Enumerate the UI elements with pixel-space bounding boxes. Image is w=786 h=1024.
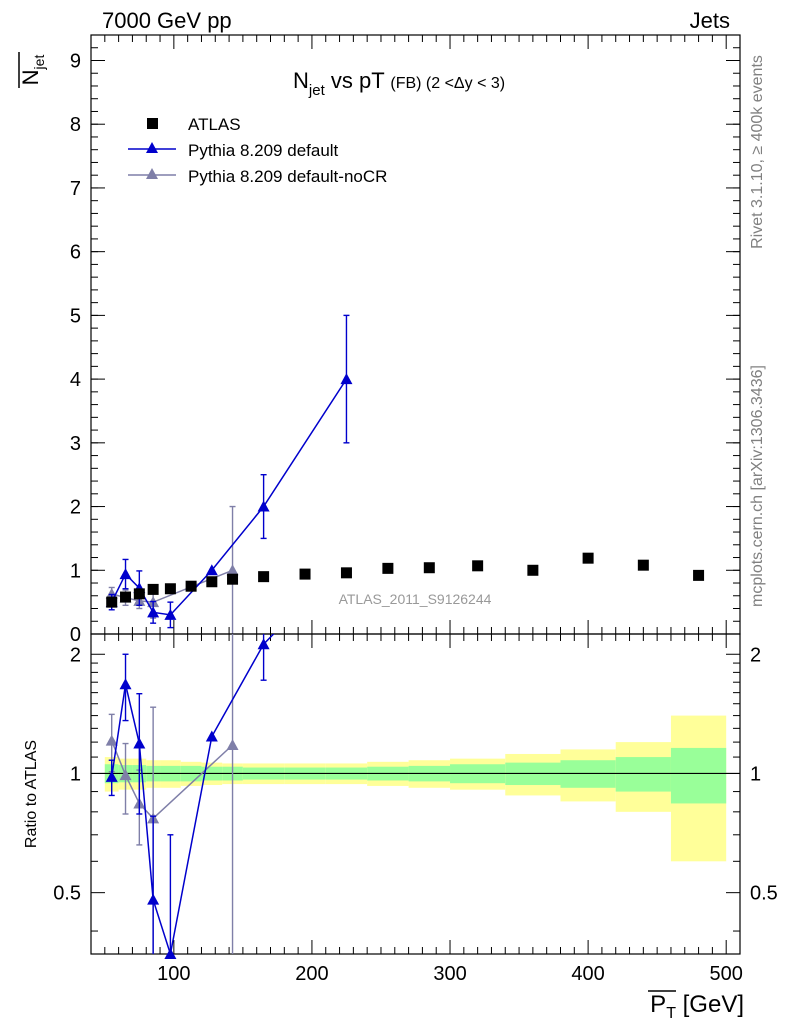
x-axis-label: PT [GeV] (648, 990, 744, 1022)
atlas-point (299, 568, 311, 580)
ratio-point (119, 769, 132, 781)
main-point (119, 568, 132, 580)
atlas-point (340, 567, 352, 579)
atlas-point (637, 559, 649, 571)
main-ytick-label: 4 (70, 369, 81, 391)
analysis-watermark: ATLAS_2011_S9126244 (339, 591, 492, 607)
ratio-point (164, 948, 177, 959)
legend-item-nocr: Pythia 8.209 default-noCR (128, 167, 387, 186)
rivet-version-text: Rivet 3.1.10, ≥ 400k events (749, 55, 766, 249)
main-ytick-label: 1 (70, 560, 81, 582)
header-left: 7000 GeV pp (102, 8, 232, 33)
legend: ATLAS Pythia 8.209 default Pythia 8.209 … (128, 115, 387, 186)
main-ytick-label: 9 (70, 50, 81, 72)
legend-item-default: Pythia 8.209 default (128, 141, 339, 160)
ratio-panel-frame (90, 633, 741, 955)
main-point (340, 373, 353, 385)
main-series-layer (105, 314, 705, 634)
ratio-axes: 0.5 0.5 1 1 2 2 100 200 300 400 500 (53, 634, 778, 985)
atlas-point (164, 583, 176, 595)
ratio-ytick-label: 0.5 (53, 883, 81, 905)
atlas-point (185, 580, 197, 592)
ratio-xtick-label: 300 (433, 963, 466, 985)
main-ytick-label: 6 (70, 242, 81, 264)
main-y-axis: 0 1 2 3 4 5 6 7 8 9 (70, 34, 740, 646)
ratio-xtick-label: 200 (295, 963, 328, 985)
main-point (205, 564, 218, 576)
atlas-point (693, 569, 705, 581)
main-point (164, 608, 177, 620)
legend-label-atlas: ATLAS (188, 115, 241, 134)
ratio-point (226, 738, 239, 750)
ratio-xtick-label: 100 (157, 963, 190, 985)
main-point (257, 500, 270, 512)
ratio-point (105, 734, 118, 746)
ratio-series-default (105, 634, 275, 959)
main-ytick-label: 3 (70, 433, 81, 455)
main-title: Njet vs pT (FB) (2 <Δy < 3) (293, 68, 505, 99)
svg-text:PT [GeV]: PT [GeV] (650, 991, 744, 1022)
ratio-point (105, 770, 118, 782)
atlas-point (227, 573, 239, 585)
ratio-ytick-label-right: 1 (750, 763, 761, 785)
main-point (147, 606, 160, 618)
atlas-point (582, 552, 594, 564)
atlas-point (106, 596, 118, 608)
ratio-point (257, 638, 270, 650)
ratio-band-inner (615, 757, 671, 792)
header-right: Jets (690, 8, 730, 33)
main-ytick-label: 8 (70, 114, 81, 136)
atlas-point (258, 571, 270, 583)
ratio-xtick-label: 500 (710, 963, 743, 985)
atlas-point (472, 560, 484, 572)
ratio-band-inner (670, 747, 727, 804)
atlas-point (382, 562, 394, 574)
atlas-point (527, 564, 539, 576)
ratio-series-layer (105, 634, 275, 959)
ratio-ytick-label-right: 0.5 (750, 883, 778, 905)
atlas-point (147, 583, 159, 595)
ratio-ytick-label: 1 (70, 763, 81, 785)
ratio-point (205, 730, 218, 742)
main-ytick-label: 2 (70, 497, 81, 519)
ratio-point (147, 893, 160, 905)
main-ytick-label: 5 (70, 305, 81, 327)
main-y-label: Njet (18, 52, 47, 88)
ratio-point (119, 678, 132, 690)
main-ytick-label: 7 (70, 178, 81, 200)
mcplots-reference-text: mcplots.cern.ch [arXiv:1306.3436] (749, 365, 766, 607)
main-point (226, 564, 239, 576)
main-ytick-label: 0 (70, 624, 81, 646)
ratio-uncertainty-bands (91, 715, 740, 862)
atlas-point (423, 562, 435, 574)
ratio-line (110, 634, 275, 954)
ratio-point (133, 737, 146, 749)
atlas-point (133, 588, 145, 600)
atlas-point (120, 591, 132, 603)
ratio-ytick-label: 2 (70, 644, 81, 666)
ratio-y-label: Ratio to ATLAS (23, 740, 40, 848)
legend-label-nocr: Pythia 8.209 default-noCR (188, 167, 387, 186)
legend-item-atlas: ATLAS (147, 115, 241, 134)
ratio-ytick-label-right: 2 (750, 644, 761, 666)
svg-text:Njet: Njet (18, 55, 47, 86)
legend-label-default: Pythia 8.209 default (188, 141, 339, 160)
ratio-xtick-label: 400 (571, 963, 604, 985)
series-atlas (106, 552, 705, 608)
atlas-point (206, 576, 218, 588)
